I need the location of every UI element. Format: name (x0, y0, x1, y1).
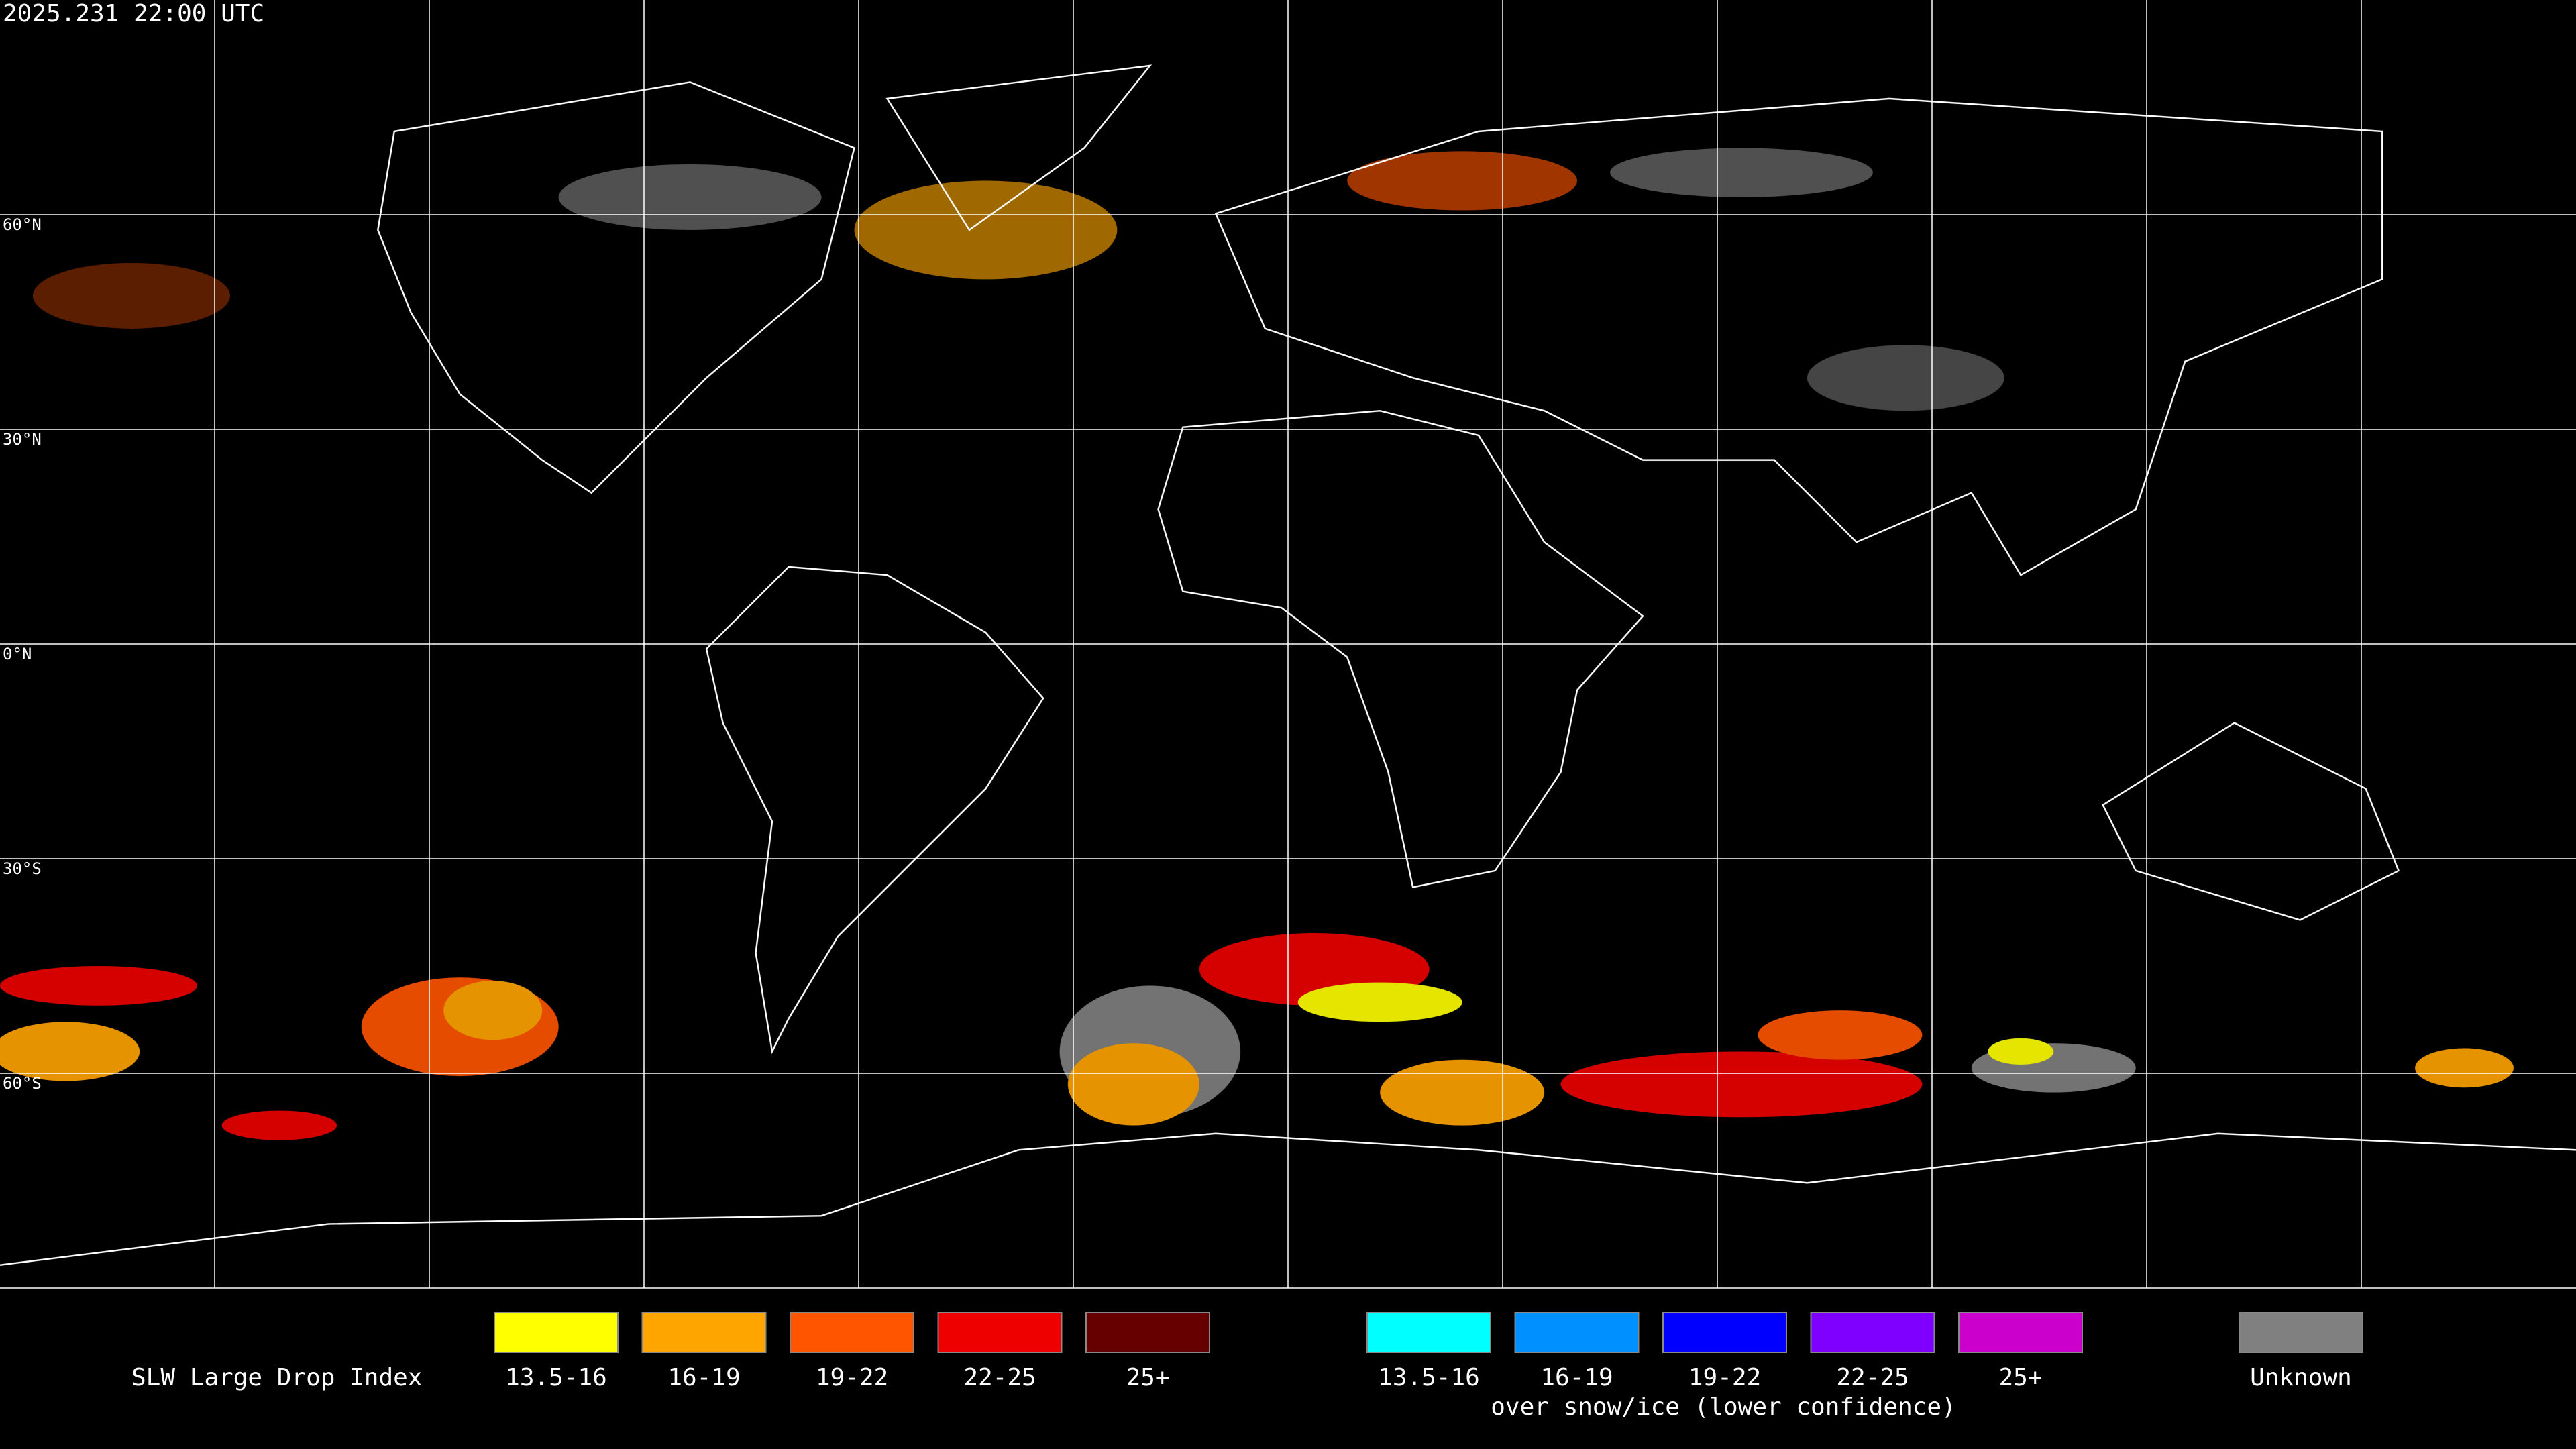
latitude-label: 30°N (3, 430, 42, 449)
cloud-blob (1610, 148, 1873, 197)
cloud-blob (443, 981, 543, 1040)
legend-swatch (641, 1312, 767, 1353)
latitude-label: 0°N (3, 645, 32, 663)
legend-label: 13.5-16 (1378, 1364, 1480, 1391)
cloud-blob (1560, 1051, 1923, 1118)
legend-label: 16-19 (667, 1364, 740, 1391)
legend-label: 22-25 (963, 1364, 1036, 1391)
cloud-blob (558, 164, 822, 230)
coastline (2102, 722, 2400, 921)
cloud-blob (1758, 1010, 1923, 1060)
cloud-blob (2415, 1048, 2514, 1088)
cloud-blob (1380, 1059, 1545, 1126)
legend-swatch (1810, 1312, 1935, 1353)
legend-swatch (937, 1312, 1063, 1353)
legend-panel (0, 1288, 2576, 1449)
latitude-label: 60°S (3, 1074, 42, 1093)
cloud-blob (1067, 1043, 1199, 1126)
coastline (705, 566, 1044, 1055)
graticule (0, 0, 2576, 1288)
legend-label: 25+ (1998, 1364, 2042, 1391)
legend-swatch (1958, 1312, 2083, 1353)
coastline (885, 64, 1152, 231)
legend-label: Unknown (2250, 1364, 2352, 1391)
legend-label: 22-25 (1836, 1364, 1909, 1391)
latitude-label: 30°S (3, 859, 42, 878)
legend-swatch (1366, 1312, 1491, 1353)
cloud-blob (1807, 345, 2004, 411)
cloud-blob (1347, 151, 1578, 211)
legend-label: 19-22 (1688, 1364, 1761, 1391)
cloud-blob (0, 966, 197, 1006)
legend-swatch (494, 1312, 619, 1353)
coastline (1157, 410, 1644, 888)
cloud-blob (1297, 982, 1462, 1022)
legend-label: 19-22 (816, 1364, 888, 1391)
legend-swatch (2239, 1312, 2363, 1353)
legend-swatch (1662, 1312, 1787, 1353)
latitude-label: 60°N (3, 215, 42, 234)
map-imagery (0, 64, 2576, 1266)
legend-swatch (1514, 1312, 1640, 1353)
cloud-blob (854, 180, 1118, 280)
legend-label: 25+ (1126, 1364, 1169, 1391)
legend-label: 13.5-16 (505, 1364, 607, 1391)
cloud-blob (1988, 1038, 2054, 1065)
cloud-blob (32, 262, 230, 329)
timestamp: 2025.231 22:00 UTC (3, 0, 264, 28)
coastline (377, 81, 855, 494)
legend-swatch (1085, 1312, 1210, 1353)
cloud-blob (221, 1110, 337, 1140)
legend-label: 16-19 (1540, 1364, 1613, 1391)
cloud-blob (0, 1022, 140, 1081)
legend-swatch (790, 1312, 914, 1353)
coastline (0, 1132, 2576, 1266)
legend-title: SLW Large Drop Index (131, 1364, 422, 1391)
snow-caption: over snow/ice (lower confidence) (1491, 1393, 1956, 1421)
coastline (1214, 97, 2383, 576)
